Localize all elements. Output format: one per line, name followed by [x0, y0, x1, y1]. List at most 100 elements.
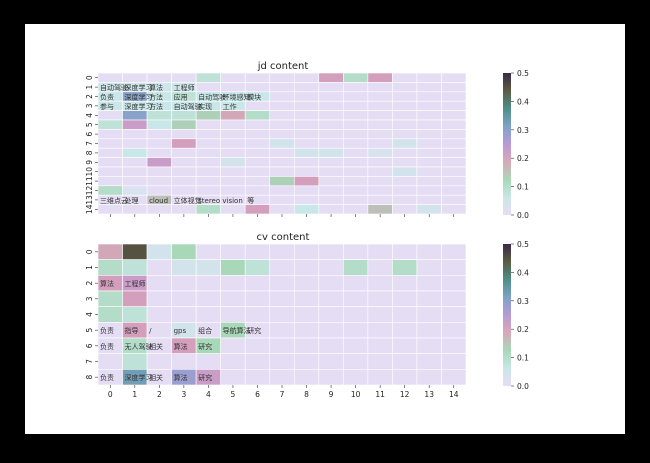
cell-annotation: 环境感知 — [223, 93, 251, 102]
heatmap-cell — [343, 194, 369, 205]
heatmap-cell — [220, 306, 246, 323]
heatmap-cell — [367, 290, 393, 307]
heatmap-cell — [269, 185, 295, 196]
heatmap-cell — [392, 138, 418, 149]
heatmap-cell — [269, 259, 295, 276]
heatmap-cell — [244, 337, 271, 354]
heatmap-cell — [244, 129, 271, 140]
cell-annotation: 模块 — [247, 93, 261, 102]
heatmap-cell — [293, 290, 320, 307]
heatmap-cell — [122, 176, 148, 187]
heatmap-cell — [122, 185, 148, 196]
heatmap-cell — [318, 119, 344, 130]
heatmap-cell — [122, 166, 148, 177]
colorbar-tick-label: 0.0 — [517, 211, 529, 220]
heatmap-cell — [367, 110, 393, 121]
heatmap-cell — [441, 259, 467, 276]
x-tick-label: 2 — [157, 390, 162, 399]
heatmap-cell — [122, 204, 148, 215]
colorbar-tick-label: 0.3 — [517, 126, 529, 135]
heatmap-cell — [171, 72, 197, 83]
heatmap-cell — [441, 138, 467, 149]
heatmap-cell — [269, 194, 295, 205]
heatmap-cell — [220, 82, 246, 93]
cell-annotation: 组合 — [198, 326, 212, 335]
colorbar-tick-label: 0.5 — [517, 69, 529, 78]
chart-title-jd: jd content — [257, 61, 309, 72]
heatmap-cell — [392, 100, 418, 111]
y-tick-label: 8 — [85, 375, 94, 380]
heatmap-cell — [244, 138, 271, 149]
heatmap-cell — [416, 129, 442, 140]
heatmap-cell — [293, 100, 320, 111]
heatmap-cell — [318, 259, 344, 276]
heatmap-cell — [195, 147, 221, 158]
heatmap-cell — [97, 306, 123, 323]
heatmap-cell — [146, 259, 172, 276]
cell-annotation: 算法 — [149, 83, 163, 92]
heatmap-cell — [392, 337, 418, 354]
heatmap-cell — [367, 100, 393, 111]
heatmap-cell — [441, 290, 467, 307]
heatmap-cell — [122, 290, 148, 307]
heatmap-cell — [220, 176, 246, 187]
heatmap-cell — [293, 306, 320, 323]
colorbar-tick-label: 0.3 — [517, 297, 529, 306]
heatmap-cell — [441, 166, 467, 177]
heatmap-cell — [367, 138, 393, 149]
heatmap-cell — [97, 290, 123, 307]
heatmap-cell — [318, 290, 344, 307]
heatmap-cell — [244, 353, 271, 370]
heatmap-cell — [220, 72, 246, 83]
cell-annotation: 负责 — [100, 93, 114, 102]
heatmap-cell — [343, 176, 369, 187]
heatmap-cell — [416, 82, 442, 93]
heatmap-cell — [171, 147, 197, 158]
heatmap-cell — [97, 166, 123, 177]
heatmap-cell — [416, 290, 442, 307]
heatmap-cell — [122, 72, 148, 83]
heatmap-cell — [293, 176, 320, 187]
heatmap-cell — [269, 353, 295, 370]
heatmap-cell — [293, 369, 320, 386]
heatmap-cell — [318, 204, 344, 215]
heatmap-cell — [146, 110, 172, 121]
heatmap-cell — [416, 157, 442, 168]
cell-annotation: 参与 — [100, 102, 114, 111]
heatmap-cell — [244, 243, 271, 260]
colorbar-tick-label: 0.0 — [517, 382, 529, 391]
heatmap-cell — [122, 147, 148, 158]
heatmap-cell — [318, 100, 344, 111]
heatmap-cell — [269, 275, 295, 292]
heatmap-cell — [195, 166, 221, 177]
heatmap-cell — [220, 157, 246, 168]
heatmap-cell — [293, 157, 320, 168]
cell-annotation: 指导 — [125, 326, 139, 335]
heatmap-cell — [343, 259, 369, 276]
heatmap-cell — [318, 91, 344, 102]
x-tick-label: 4 — [206, 390, 211, 399]
cell-annotation: cloud — [149, 197, 168, 205]
colorbar-tick-label: 0.1 — [517, 183, 529, 192]
heatmap-cell — [171, 119, 197, 130]
heatmap-cell — [269, 72, 295, 83]
heatmap-cell — [441, 337, 467, 354]
y-tick-label: 11 — [85, 176, 94, 186]
heatmap-cell — [146, 204, 172, 215]
heatmap-cell — [416, 322, 442, 339]
x-tick-label: 1 — [132, 390, 137, 399]
y-tick-label: 1 — [85, 84, 94, 89]
heatmap-cell — [244, 259, 271, 276]
heatmap-cell — [97, 185, 123, 196]
heatmap-cell — [392, 166, 418, 177]
y-tick-label: 3 — [85, 103, 94, 108]
heatmap-cell — [244, 82, 271, 93]
cell-annotation: 应用 — [174, 93, 188, 102]
heatmap-cell — [97, 353, 123, 370]
heatmap-cell — [343, 204, 369, 215]
heatmap-cell — [293, 129, 320, 140]
cell-annotation: 相关 — [149, 342, 163, 351]
heatmap-cell — [441, 194, 467, 205]
cell-annotation: 研究 — [198, 373, 212, 382]
